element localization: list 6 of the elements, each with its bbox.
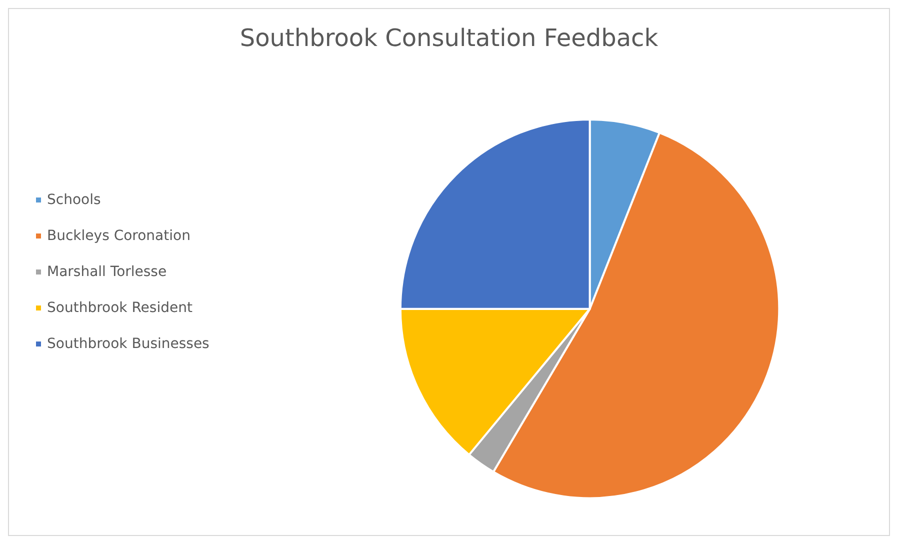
legend-label: Marshall Torlesse (47, 264, 167, 280)
legend-label: Schools (47, 192, 101, 208)
chart-title: Southbrook Consultation Feedback (240, 24, 658, 52)
legend-label: Buckleys Coronation (47, 228, 190, 244)
legend-label: Southbrook Businesses (47, 336, 210, 352)
legend-label: Southbrook Resident (47, 300, 193, 316)
